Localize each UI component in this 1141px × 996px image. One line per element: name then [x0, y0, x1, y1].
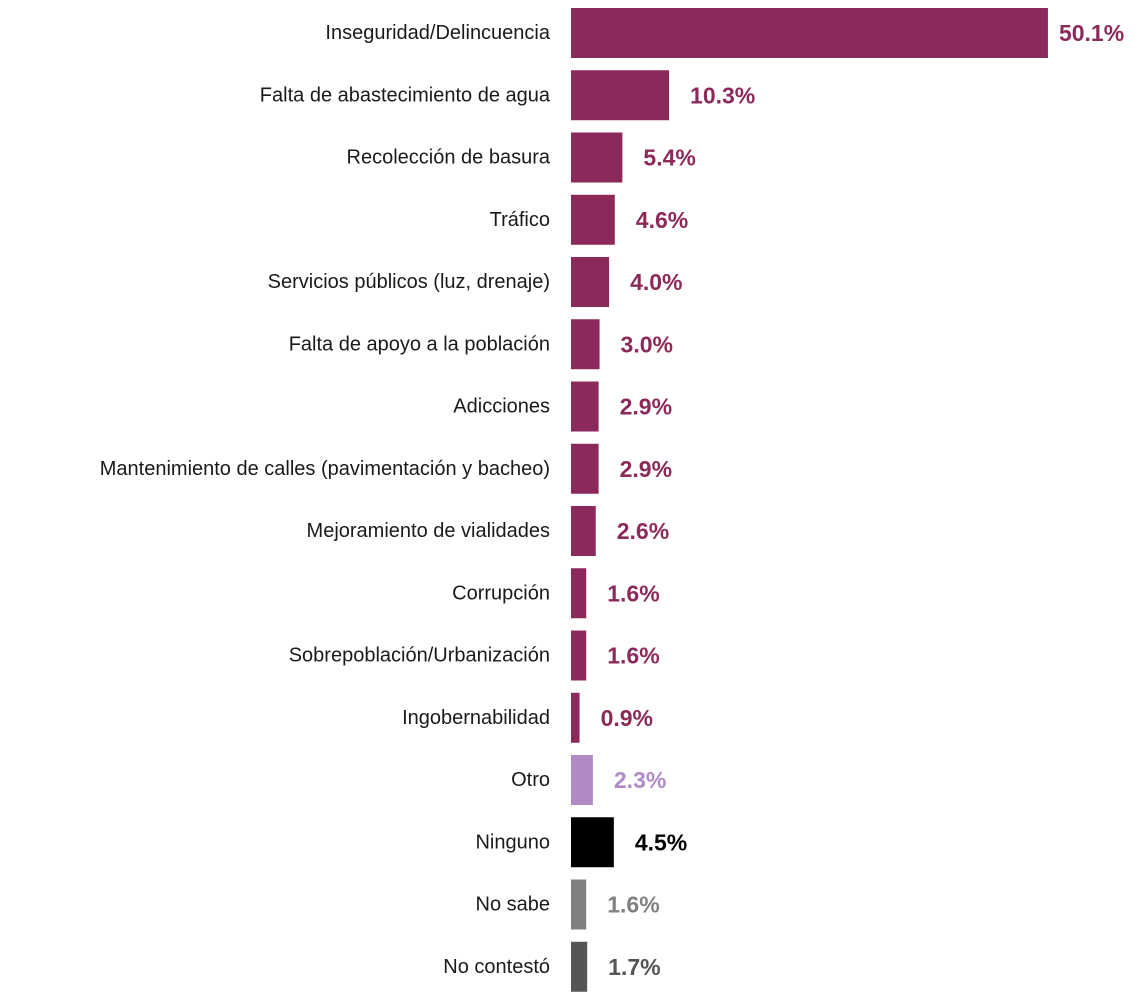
category-label: No contestó — [443, 956, 550, 978]
bar — [571, 506, 596, 556]
value-label: 2.9% — [620, 456, 672, 482]
bar — [571, 257, 610, 307]
bar-row: Falta de apoyo a la población 3.0% — [289, 319, 673, 370]
category-label: Ingobernabilidad — [402, 707, 550, 729]
bar-row: No contestó 1.7% — [443, 941, 661, 992]
value-label: 1.6% — [607, 580, 659, 606]
bar — [571, 443, 599, 494]
value-label: 4.0% — [630, 269, 682, 295]
bar-row: Servicios públicos (luz, drenaje) 4.0% — [268, 257, 683, 307]
bar — [571, 879, 587, 930]
bar — [571, 70, 670, 121]
bar-row: Inseguridad/Delincuencia 50.1% — [325, 8, 1124, 58]
bar-row: Tráfico 4.6% — [490, 194, 688, 245]
category-label: No sabe — [476, 894, 551, 916]
bar-row: Corrupción 1.6% — [452, 568, 660, 619]
bar-row: Recolección de basura 5.4% — [347, 132, 696, 183]
bar — [571, 941, 588, 992]
category-label: Servicios públicos (luz, drenaje) — [268, 271, 550, 293]
category-label: Adicciones — [453, 396, 550, 418]
bar — [571, 755, 593, 805]
value-label: 50.1% — [1059, 20, 1124, 46]
category-label: Otro — [511, 769, 550, 791]
value-label: 2.9% — [620, 394, 672, 420]
category-label: Ninguno — [475, 831, 550, 853]
category-label: Mejoramiento de vialidades — [307, 520, 550, 542]
bar-row: Otro 2.3% — [511, 755, 666, 805]
bar-row: Sobrepoblación/Urbanización 1.6% — [289, 630, 660, 681]
value-label: 5.4% — [643, 145, 695, 171]
value-label: 4.5% — [635, 829, 687, 855]
bar — [571, 568, 587, 619]
bar-row: Adicciones 2.9% — [453, 381, 672, 432]
bar — [571, 381, 599, 432]
bar-row: Mantenimiento de calles (pavimentación y… — [100, 443, 672, 494]
value-label: 1.6% — [607, 643, 659, 669]
value-label: 10.3% — [690, 82, 755, 108]
bar-row: Falta de abastecimiento de agua 10.3% — [260, 70, 755, 121]
category-label: Sobrepoblación/Urbanización — [289, 645, 550, 667]
bar-row: No sabe 1.6% — [476, 879, 660, 930]
value-label: 2.6% — [617, 518, 669, 544]
bar — [571, 692, 580, 743]
value-label: 2.3% — [614, 767, 666, 793]
bar — [571, 194, 615, 245]
category-label: Falta de abastecimiento de agua — [260, 84, 551, 106]
bar — [571, 319, 600, 370]
value-label: 3.0% — [621, 331, 673, 357]
category-label: Tráfico — [490, 209, 550, 231]
value-label: 4.6% — [636, 207, 688, 233]
category-label: Corrupción — [452, 582, 550, 604]
bar-row: Ninguno 4.5% — [475, 817, 687, 868]
bar — [571, 817, 614, 868]
bar-row: Mejoramiento de vialidades 2.6% — [307, 506, 669, 556]
value-label: 1.6% — [607, 892, 659, 918]
bar — [571, 8, 1048, 58]
bar-row: Ingobernabilidad 0.9% — [402, 692, 653, 743]
category-label: Falta de apoyo a la población — [289, 333, 550, 355]
category-label: Inseguridad/Delincuencia — [325, 22, 550, 44]
category-label: Mantenimiento de calles (pavimentación y… — [100, 458, 550, 480]
value-label: 1.7% — [608, 954, 660, 980]
value-label: 0.9% — [601, 705, 653, 731]
bar — [571, 132, 623, 183]
category-label: Recolección de basura — [347, 147, 551, 169]
bar — [571, 630, 587, 681]
